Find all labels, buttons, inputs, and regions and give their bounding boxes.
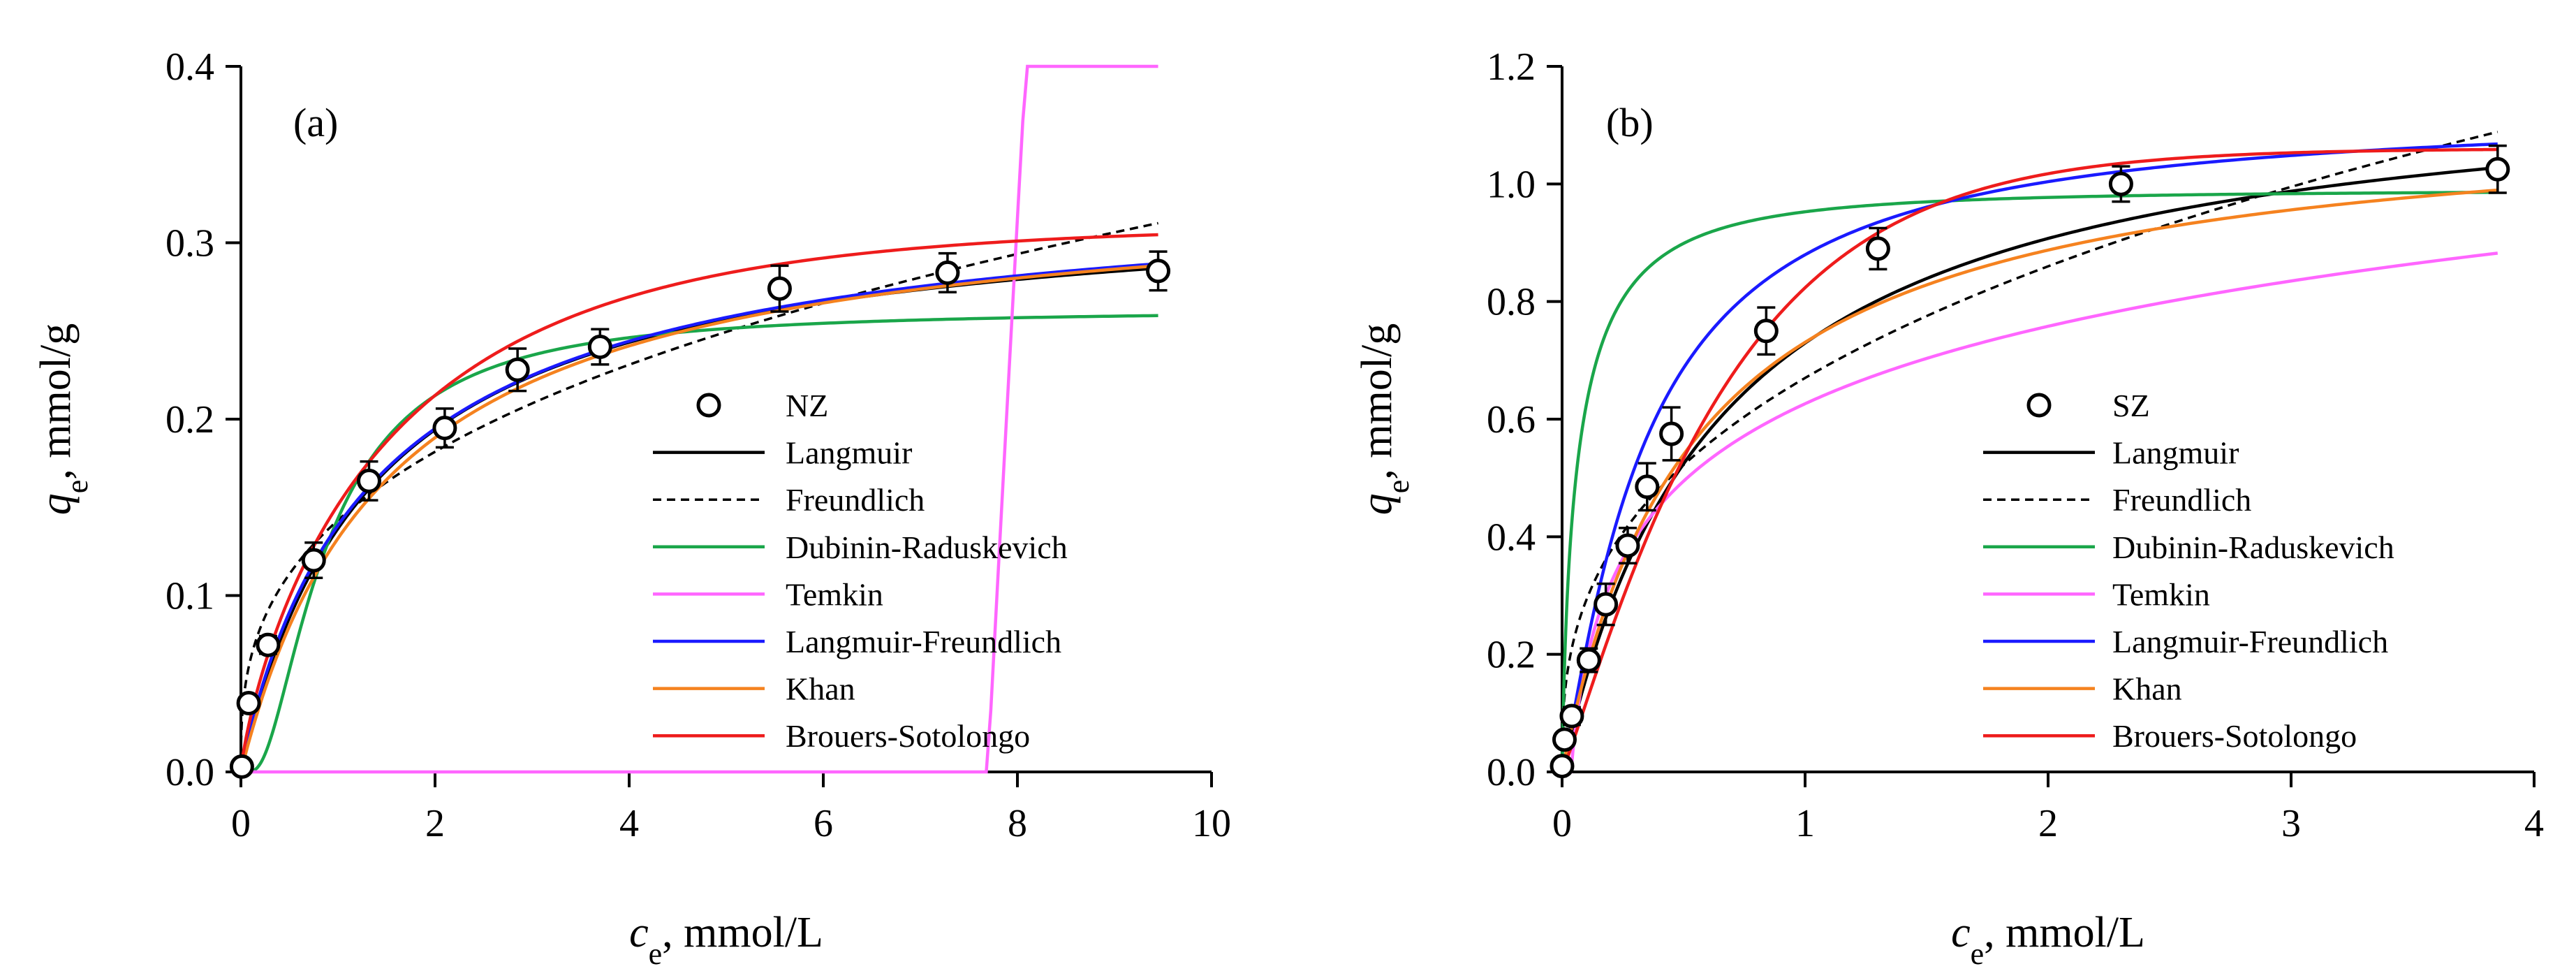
data-point — [767, 276, 792, 301]
legend-label-points: NZ — [786, 388, 828, 423]
data-point — [1550, 754, 1575, 779]
chart-panel-a: 0.0 0.1 0.2 0.3 0.4 0 2 4 6 8 10 (a) ce, mmol/L qe, m… — [32, 45, 1231, 971]
y-tick-label: 0.2 — [165, 398, 214, 441]
data-point — [1146, 258, 1171, 284]
data-point — [1753, 319, 1779, 344]
legend-label-freundlich: Freundlich — [786, 482, 925, 518]
series-line-dubinin-raduskevich — [1560, 191, 2498, 773]
x-tick-label: 2 — [2038, 802, 2058, 845]
x-axis-title: ce, mmol/L — [629, 909, 823, 971]
x-tick-label: 8 — [1008, 802, 1027, 845]
legend-label-langmuir: Langmuir — [2112, 435, 2239, 471]
data-point — [236, 691, 261, 716]
legend-marker-points — [696, 393, 721, 418]
x-tick-label: 4 — [619, 802, 639, 845]
y-axis-title: qe, mmol/g — [32, 323, 94, 515]
data-point — [1559, 703, 1584, 729]
data-point — [229, 754, 254, 779]
data-point — [2485, 156, 2510, 182]
legend-label-langmuir-freundlich: Langmuir-Freundlich — [2112, 624, 2388, 659]
data-point — [1576, 648, 1601, 673]
data-point — [1594, 592, 1619, 617]
x-tick-label: 2 — [425, 802, 445, 845]
x-tick-label: 6 — [814, 802, 833, 845]
chart-panel-b: 0.0 0.2 0.4 0.6 0.8 1.0 1.2 0 1 2 3 4 (b) ce, mmol/L q… — [1353, 45, 2544, 971]
legend-label-khan: Khan — [786, 671, 855, 707]
y-tick-label: 0.2 — [1487, 634, 1536, 677]
y-tick-label: 1.0 — [1487, 163, 1536, 206]
legend-label-dubinin-raduskevich: Dubinin-Raduskevich — [2112, 530, 2394, 565]
legend: NZ Langmuir Freundlich Dubinin-Raduskevich T… — [653, 388, 1068, 754]
series-line-khan — [1560, 188, 2498, 773]
x-axis-title: ce, mmol/L — [1951, 909, 2145, 971]
data-point — [2108, 171, 2133, 196]
legend: SZ Langmuir Freundlich Dubinin-Raduskevich T… — [1983, 388, 2394, 754]
series-line-freundlich — [1561, 131, 2498, 772]
data-point — [1659, 421, 1684, 446]
legend-label-freundlich: Freundlich — [2112, 482, 2251, 518]
y-tick-label: 0.0 — [165, 751, 214, 794]
series-line-temkin — [241, 64, 1158, 774]
panel-label: (b) — [1606, 100, 1654, 145]
y-tick-label: 0.3 — [165, 222, 214, 265]
x-tick-label: 0 — [231, 802, 251, 845]
legend-label-brouers-sotolongo: Brouers-Sotolongo — [786, 718, 1030, 754]
data-point — [1865, 236, 1890, 261]
legend-label-langmuir: Langmuir — [786, 435, 912, 471]
x-tick-label: 0 — [1552, 802, 1572, 845]
data-point — [256, 632, 281, 657]
series-line-brouers-sotolongo — [239, 233, 1158, 773]
data-point — [356, 468, 381, 493]
data-point — [301, 548, 326, 573]
series-line-freundlich — [240, 221, 1158, 772]
y-tick-label: 0.0 — [1487, 751, 1536, 794]
y-tick-label: 0.6 — [1487, 398, 1536, 441]
y-tick-label: 1.2 — [1487, 45, 1536, 89]
data-point — [1615, 533, 1640, 558]
y-tick-label: 0.4 — [165, 45, 214, 89]
legend-label-dubinin-raduskevich: Dubinin-Raduskevich — [786, 530, 1068, 565]
series-line-langmuir-freundlich — [1560, 142, 2498, 773]
data-point — [935, 260, 960, 285]
legend-label-brouers-sotolongo: Brouers-Sotolongo — [2112, 718, 2357, 754]
legend-label-khan: Khan — [2112, 671, 2182, 707]
data-point — [587, 334, 612, 359]
x-tick-label: 10 — [1192, 802, 1231, 845]
x-tick-label: 4 — [2524, 802, 2544, 845]
data-point — [1635, 474, 1660, 499]
legend-label-temkin: Temkin — [2112, 576, 2210, 612]
data-point — [432, 416, 457, 441]
x-tick-label: 3 — [2281, 802, 2301, 845]
legend-label-langmuir-freundlich: Langmuir-Freundlich — [786, 624, 1061, 659]
y-tick-label: 0.1 — [165, 575, 214, 618]
x-tick-label: 1 — [1795, 802, 1815, 845]
y-tick-label: 0.4 — [1487, 516, 1536, 559]
legend-label-temkin: Temkin — [786, 576, 883, 612]
panel-label: (a) — [293, 100, 338, 145]
legend-label-points: SZ — [2112, 388, 2150, 423]
data-point — [505, 357, 530, 382]
data-point — [1552, 727, 1577, 752]
legend-marker-points — [2026, 393, 2052, 418]
y-axis-title: qe, mmol/g — [1353, 323, 1415, 515]
y-tick-label: 0.8 — [1487, 281, 1536, 324]
